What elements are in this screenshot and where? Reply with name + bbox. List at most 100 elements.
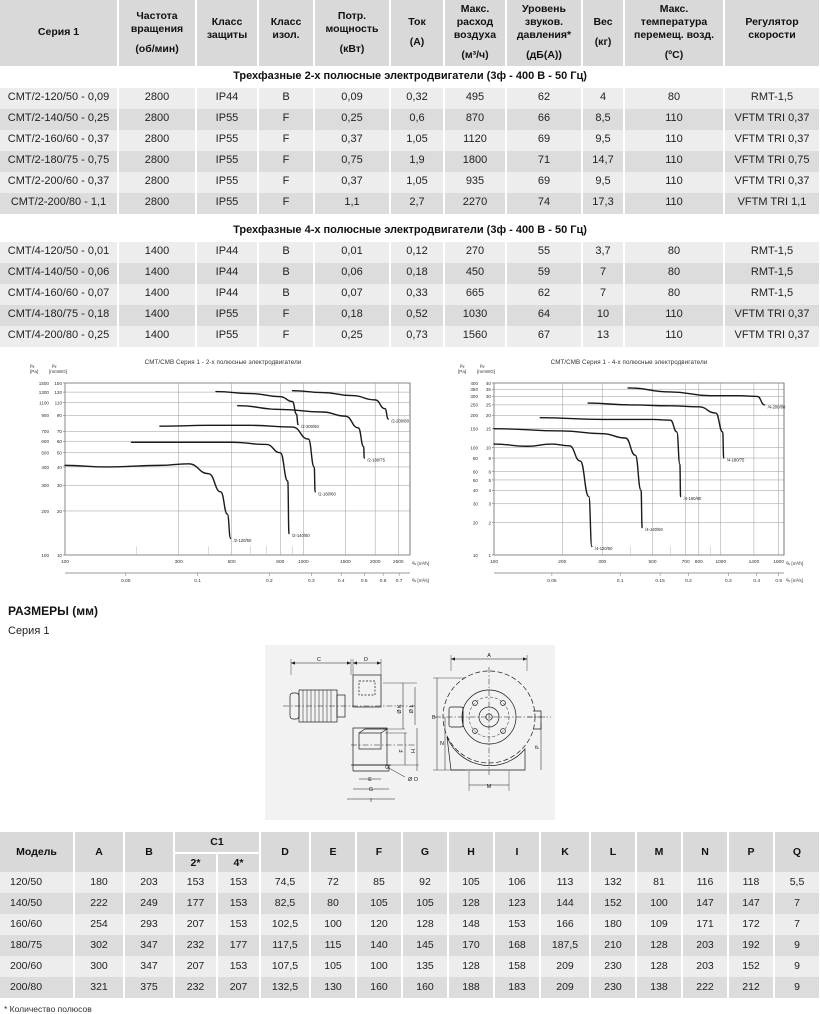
dim-cell: 375 bbox=[124, 976, 175, 998]
chart-curve-label: /2-140/50 bbox=[292, 533, 310, 538]
dim-cell-model: 200/80 bbox=[0, 976, 75, 998]
chart-curve bbox=[539, 416, 682, 497]
spec-cell: 1400 bbox=[118, 283, 197, 305]
spec-cell: 450 bbox=[444, 262, 507, 284]
dim-cell: 347 bbox=[124, 955, 175, 977]
table-row: CMT/2-200/80 - 1,1 2800 IP55 F 1,1 2,7 2270 74 1… bbox=[0, 192, 820, 214]
dim-cell: 347 bbox=[124, 934, 175, 956]
svg-text:1500: 1500 bbox=[39, 380, 50, 385]
dim-label-ok: Ø K bbox=[397, 703, 403, 713]
spec-cell: 4 bbox=[582, 87, 625, 109]
spec-cell: 110 bbox=[624, 129, 725, 151]
spec-cell: 0,52 bbox=[390, 304, 445, 326]
spec-cell: 1400 bbox=[118, 241, 197, 263]
dim-cell: 145 bbox=[402, 934, 449, 956]
dim-label-d: D bbox=[364, 657, 368, 663]
spec-header-weight: Вес (кг) bbox=[582, 0, 625, 66]
spec-cell: 1,1 bbox=[314, 192, 391, 214]
dim-cell: 100 bbox=[310, 913, 357, 935]
svg-text:qv [m³/h]: qv [m³/h] bbox=[786, 560, 803, 566]
spec-cell: 67 bbox=[506, 325, 583, 347]
dim-cell: 102,5 bbox=[260, 913, 311, 935]
svg-text:200: 200 bbox=[558, 559, 566, 565]
spec-cell: 2800 bbox=[118, 108, 197, 130]
svg-text:300: 300 bbox=[175, 559, 183, 565]
svg-text:0.6: 0.6 bbox=[380, 578, 387, 584]
dim-header-f: F bbox=[356, 831, 403, 872]
dim-cell: 153 bbox=[217, 871, 261, 893]
dim-cell: 100 bbox=[356, 955, 403, 977]
spec-header-protection: Класс защиты bbox=[196, 0, 259, 66]
dim-cell: 105 bbox=[310, 955, 357, 977]
dim-cell: 138 bbox=[636, 976, 683, 998]
spec-header-sound: Уровень звуков. давления* (дБ(А)) bbox=[506, 0, 583, 66]
svg-text:10: 10 bbox=[486, 445, 492, 450]
chart-curve-label: /4-160/60 bbox=[684, 496, 702, 501]
spec-cell: 71 bbox=[506, 150, 583, 172]
spec-cell: 7 bbox=[582, 283, 625, 305]
spec-cell: 62 bbox=[506, 283, 583, 305]
svg-text:1100: 1100 bbox=[39, 400, 49, 405]
spec-cell: 1800 bbox=[444, 150, 507, 172]
svg-text:0.3: 0.3 bbox=[308, 578, 315, 584]
svg-text:6: 6 bbox=[488, 469, 491, 474]
chart-4-pole-title: CMT/CMB Серия 1 - 4-х полюсные электродв… bbox=[550, 358, 708, 366]
dim-cell: 160 bbox=[402, 976, 449, 998]
svg-text:0.15: 0.15 bbox=[655, 578, 665, 584]
dim-cell: 222 bbox=[74, 892, 125, 914]
spec-cell: 110 bbox=[624, 192, 725, 214]
svg-text:50: 50 bbox=[57, 450, 63, 455]
spec-cell-model: CMT/4-140/50 - 0,06 bbox=[0, 262, 119, 284]
dim-cell: 203 bbox=[682, 955, 729, 977]
spec-cell: VFTM TRI 0,37 bbox=[724, 171, 820, 193]
dim-label-h: H bbox=[411, 748, 417, 752]
dim-cell: 120 bbox=[356, 913, 403, 935]
dim-cell: 153 bbox=[217, 913, 261, 935]
dim-cell: 187,5 bbox=[540, 934, 591, 956]
spec-cell: VFTM TRI 0,37 bbox=[724, 129, 820, 151]
svg-text:30: 30 bbox=[57, 483, 63, 488]
svg-text:10: 10 bbox=[57, 552, 63, 557]
svg-text:35: 35 bbox=[486, 387, 492, 392]
dim-cell: 105 bbox=[402, 892, 449, 914]
chart-curve bbox=[159, 424, 316, 493]
dim-cell: 210 bbox=[590, 934, 637, 956]
spec-cell: IP55 bbox=[196, 325, 259, 347]
table-row: CMT/2-160/60 - 0,37 2800 IP55 F 0,37 1,05 1120… bbox=[0, 129, 820, 151]
dim-cell: 7 bbox=[774, 892, 820, 914]
dim-cell: 128 bbox=[402, 913, 449, 935]
dimensions-table: Модель A B C1 D E F G H I K L M N P Q 2*… bbox=[0, 831, 820, 998]
spec-cell: 13 bbox=[582, 325, 625, 347]
dim-label-b: B bbox=[432, 715, 436, 721]
dim-cell: 170 bbox=[448, 934, 495, 956]
spec-cell: F bbox=[258, 108, 315, 130]
svg-text:8: 8 bbox=[488, 455, 491, 460]
dim-cell-model: 120/50 bbox=[0, 871, 75, 893]
dim-cell: 209 bbox=[540, 955, 591, 977]
spec-cell: 7 bbox=[582, 262, 625, 284]
svg-text:30: 30 bbox=[486, 394, 492, 399]
dim-cell: 232 bbox=[174, 934, 218, 956]
svg-text:500: 500 bbox=[649, 559, 657, 565]
svg-text:0.1: 0.1 bbox=[617, 578, 624, 584]
spec-cell: RMT-1,5 bbox=[724, 241, 820, 263]
spec-cell: 17,3 bbox=[582, 192, 625, 214]
spec-cell-model: CMT/2-160/60 - 0,37 bbox=[0, 129, 119, 151]
dim-cell: 72 bbox=[310, 871, 357, 893]
dim-cell: 123 bbox=[494, 892, 541, 914]
svg-text:400: 400 bbox=[470, 380, 478, 385]
spec-cell: F bbox=[258, 150, 315, 172]
chart-curve bbox=[64, 462, 232, 539]
dim-cell: 207 bbox=[217, 976, 261, 998]
spec-cell: 8,5 bbox=[582, 108, 625, 130]
dim-label-g: G bbox=[369, 787, 373, 793]
spec-cell: IP55 bbox=[196, 304, 259, 326]
spec-cell-model: CMT/2-140/50 - 0,25 bbox=[0, 108, 119, 130]
svg-text:200: 200 bbox=[470, 413, 478, 418]
chart-curve-label: /2-160/60 bbox=[318, 491, 336, 496]
svg-text:0.1: 0.1 bbox=[194, 578, 201, 584]
svg-text:0.3: 0.3 bbox=[725, 578, 732, 584]
svg-text:110: 110 bbox=[55, 400, 63, 405]
dim-cell: 171 bbox=[682, 913, 729, 935]
spec-cell: IP55 bbox=[196, 129, 259, 151]
